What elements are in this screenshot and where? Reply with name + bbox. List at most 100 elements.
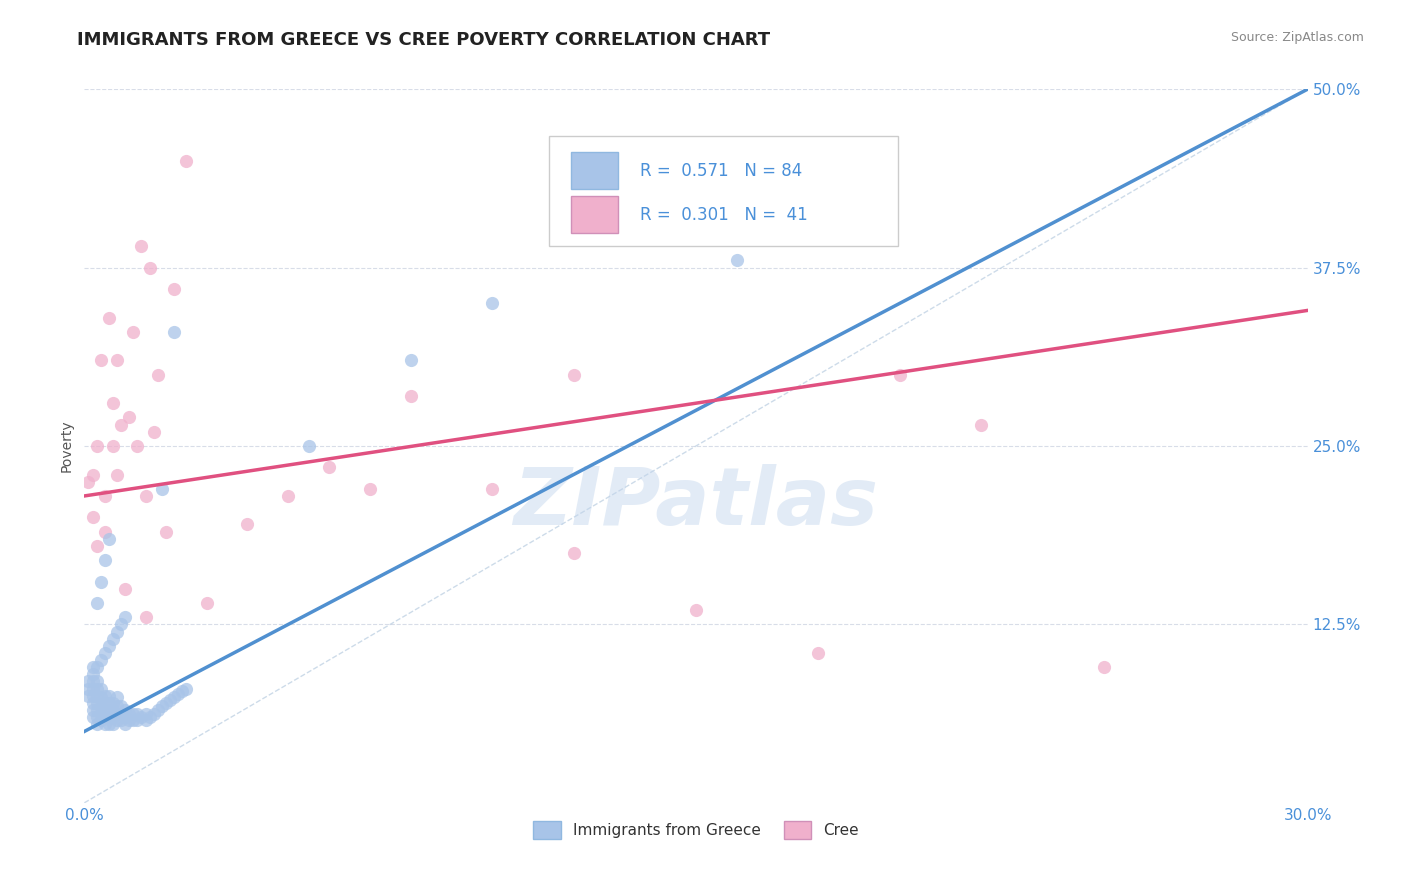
Point — [93, 489, 115, 503]
Point — [135, 713, 157, 727]
Text: Source: ZipAtlas.com: Source: ZipAtlas.com — [1230, 31, 1364, 45]
Point — [93, 696, 115, 710]
Point — [122, 713, 145, 727]
Point — [101, 696, 124, 710]
Point — [93, 646, 115, 660]
Point — [101, 439, 124, 453]
Point — [167, 687, 190, 701]
Point — [481, 296, 503, 310]
Point — [146, 703, 169, 717]
Point — [101, 632, 124, 646]
Point — [82, 681, 104, 696]
Point — [150, 698, 173, 713]
Point — [77, 689, 100, 703]
Point — [93, 717, 115, 731]
Point — [93, 689, 115, 703]
Point — [97, 689, 120, 703]
Point — [105, 353, 128, 368]
Point — [77, 475, 100, 489]
Point — [86, 539, 108, 553]
Point — [93, 524, 115, 539]
Point — [105, 707, 128, 722]
Point — [236, 517, 259, 532]
Point — [110, 707, 132, 722]
Point — [86, 710, 108, 724]
Point — [122, 325, 145, 339]
Point — [399, 389, 422, 403]
Point — [86, 439, 108, 453]
Point — [807, 646, 830, 660]
Point — [82, 710, 104, 724]
Point — [889, 368, 911, 382]
Point — [298, 439, 321, 453]
Point — [82, 674, 104, 689]
Point — [142, 707, 165, 722]
Point — [105, 713, 128, 727]
Point — [127, 713, 149, 727]
Point — [93, 703, 115, 717]
Point — [82, 696, 104, 710]
Point — [90, 653, 112, 667]
Point — [118, 713, 141, 727]
Point — [131, 239, 153, 253]
Point — [86, 681, 108, 696]
Point — [90, 698, 112, 713]
Point — [110, 617, 132, 632]
Point — [163, 325, 186, 339]
Point — [122, 707, 145, 722]
Point — [318, 460, 340, 475]
Point — [82, 660, 104, 674]
Y-axis label: Poverty: Poverty — [59, 420, 73, 472]
Point — [150, 482, 173, 496]
Point — [90, 353, 112, 368]
Point — [86, 596, 108, 610]
Point — [163, 282, 186, 296]
Point — [118, 707, 141, 722]
Point — [82, 467, 104, 482]
Point — [93, 553, 115, 567]
Point — [86, 717, 108, 731]
Point — [77, 674, 100, 689]
Point — [86, 674, 108, 689]
Point — [127, 707, 149, 722]
Point — [105, 690, 128, 705]
Point — [110, 698, 132, 713]
Point — [359, 482, 381, 496]
Point — [138, 260, 160, 275]
Point — [174, 681, 197, 696]
Point — [97, 696, 120, 710]
Point — [86, 689, 108, 703]
Text: IMMIGRANTS FROM GREECE VS CREE POVERTY CORRELATION CHART: IMMIGRANTS FROM GREECE VS CREE POVERTY C… — [77, 31, 770, 49]
Point — [135, 610, 157, 624]
FancyBboxPatch shape — [571, 152, 617, 189]
Point — [90, 690, 112, 705]
Point — [86, 703, 108, 717]
Point — [118, 410, 141, 425]
Point — [195, 596, 218, 610]
Text: ZIPatlas: ZIPatlas — [513, 464, 879, 542]
Point — [101, 710, 124, 724]
Text: R =  0.301   N =  41: R = 0.301 N = 41 — [640, 206, 807, 224]
FancyBboxPatch shape — [571, 196, 617, 234]
Point — [105, 467, 128, 482]
Point — [101, 717, 124, 731]
Point — [97, 710, 120, 724]
Point — [127, 439, 149, 453]
Point — [86, 696, 108, 710]
Point — [77, 681, 100, 696]
Point — [131, 710, 153, 724]
Point — [90, 574, 112, 589]
Point — [97, 310, 120, 325]
Point — [90, 713, 112, 727]
FancyBboxPatch shape — [550, 136, 898, 246]
Point — [114, 703, 136, 717]
Point — [93, 710, 115, 724]
Point — [562, 546, 585, 560]
Point — [725, 253, 748, 268]
Point — [82, 703, 104, 717]
Point — [277, 489, 299, 503]
Point — [481, 482, 503, 496]
Point — [97, 639, 120, 653]
Point — [155, 696, 177, 710]
Point — [399, 353, 422, 368]
